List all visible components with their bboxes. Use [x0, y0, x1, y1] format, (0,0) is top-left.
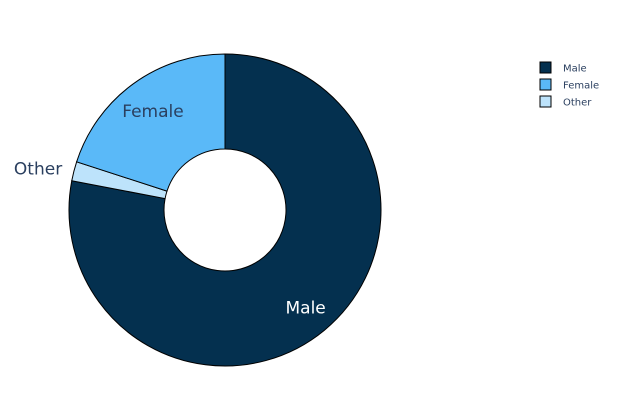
legend-label-female[interactable]: Female	[563, 81, 599, 92]
legend-label-male[interactable]: Male	[563, 64, 587, 75]
slice-label-other: Other	[14, 160, 62, 180]
slice-label-female: Female	[122, 102, 183, 122]
slice-labels: Male Other Female	[14, 102, 326, 319]
legend-swatch-female[interactable]	[539, 78, 552, 91]
legend-label-other[interactable]: Other	[563, 98, 592, 109]
legend-swatch-other[interactable]	[539, 95, 552, 108]
legend-swatch-male[interactable]	[539, 61, 552, 74]
slice-female[interactable]	[76, 53, 226, 192]
donut-slices	[68, 53, 382, 367]
slice-label-male: Male	[285, 298, 325, 318]
slice-male[interactable]	[68, 53, 382, 367]
legend: Male Female Other	[539, 61, 599, 109]
